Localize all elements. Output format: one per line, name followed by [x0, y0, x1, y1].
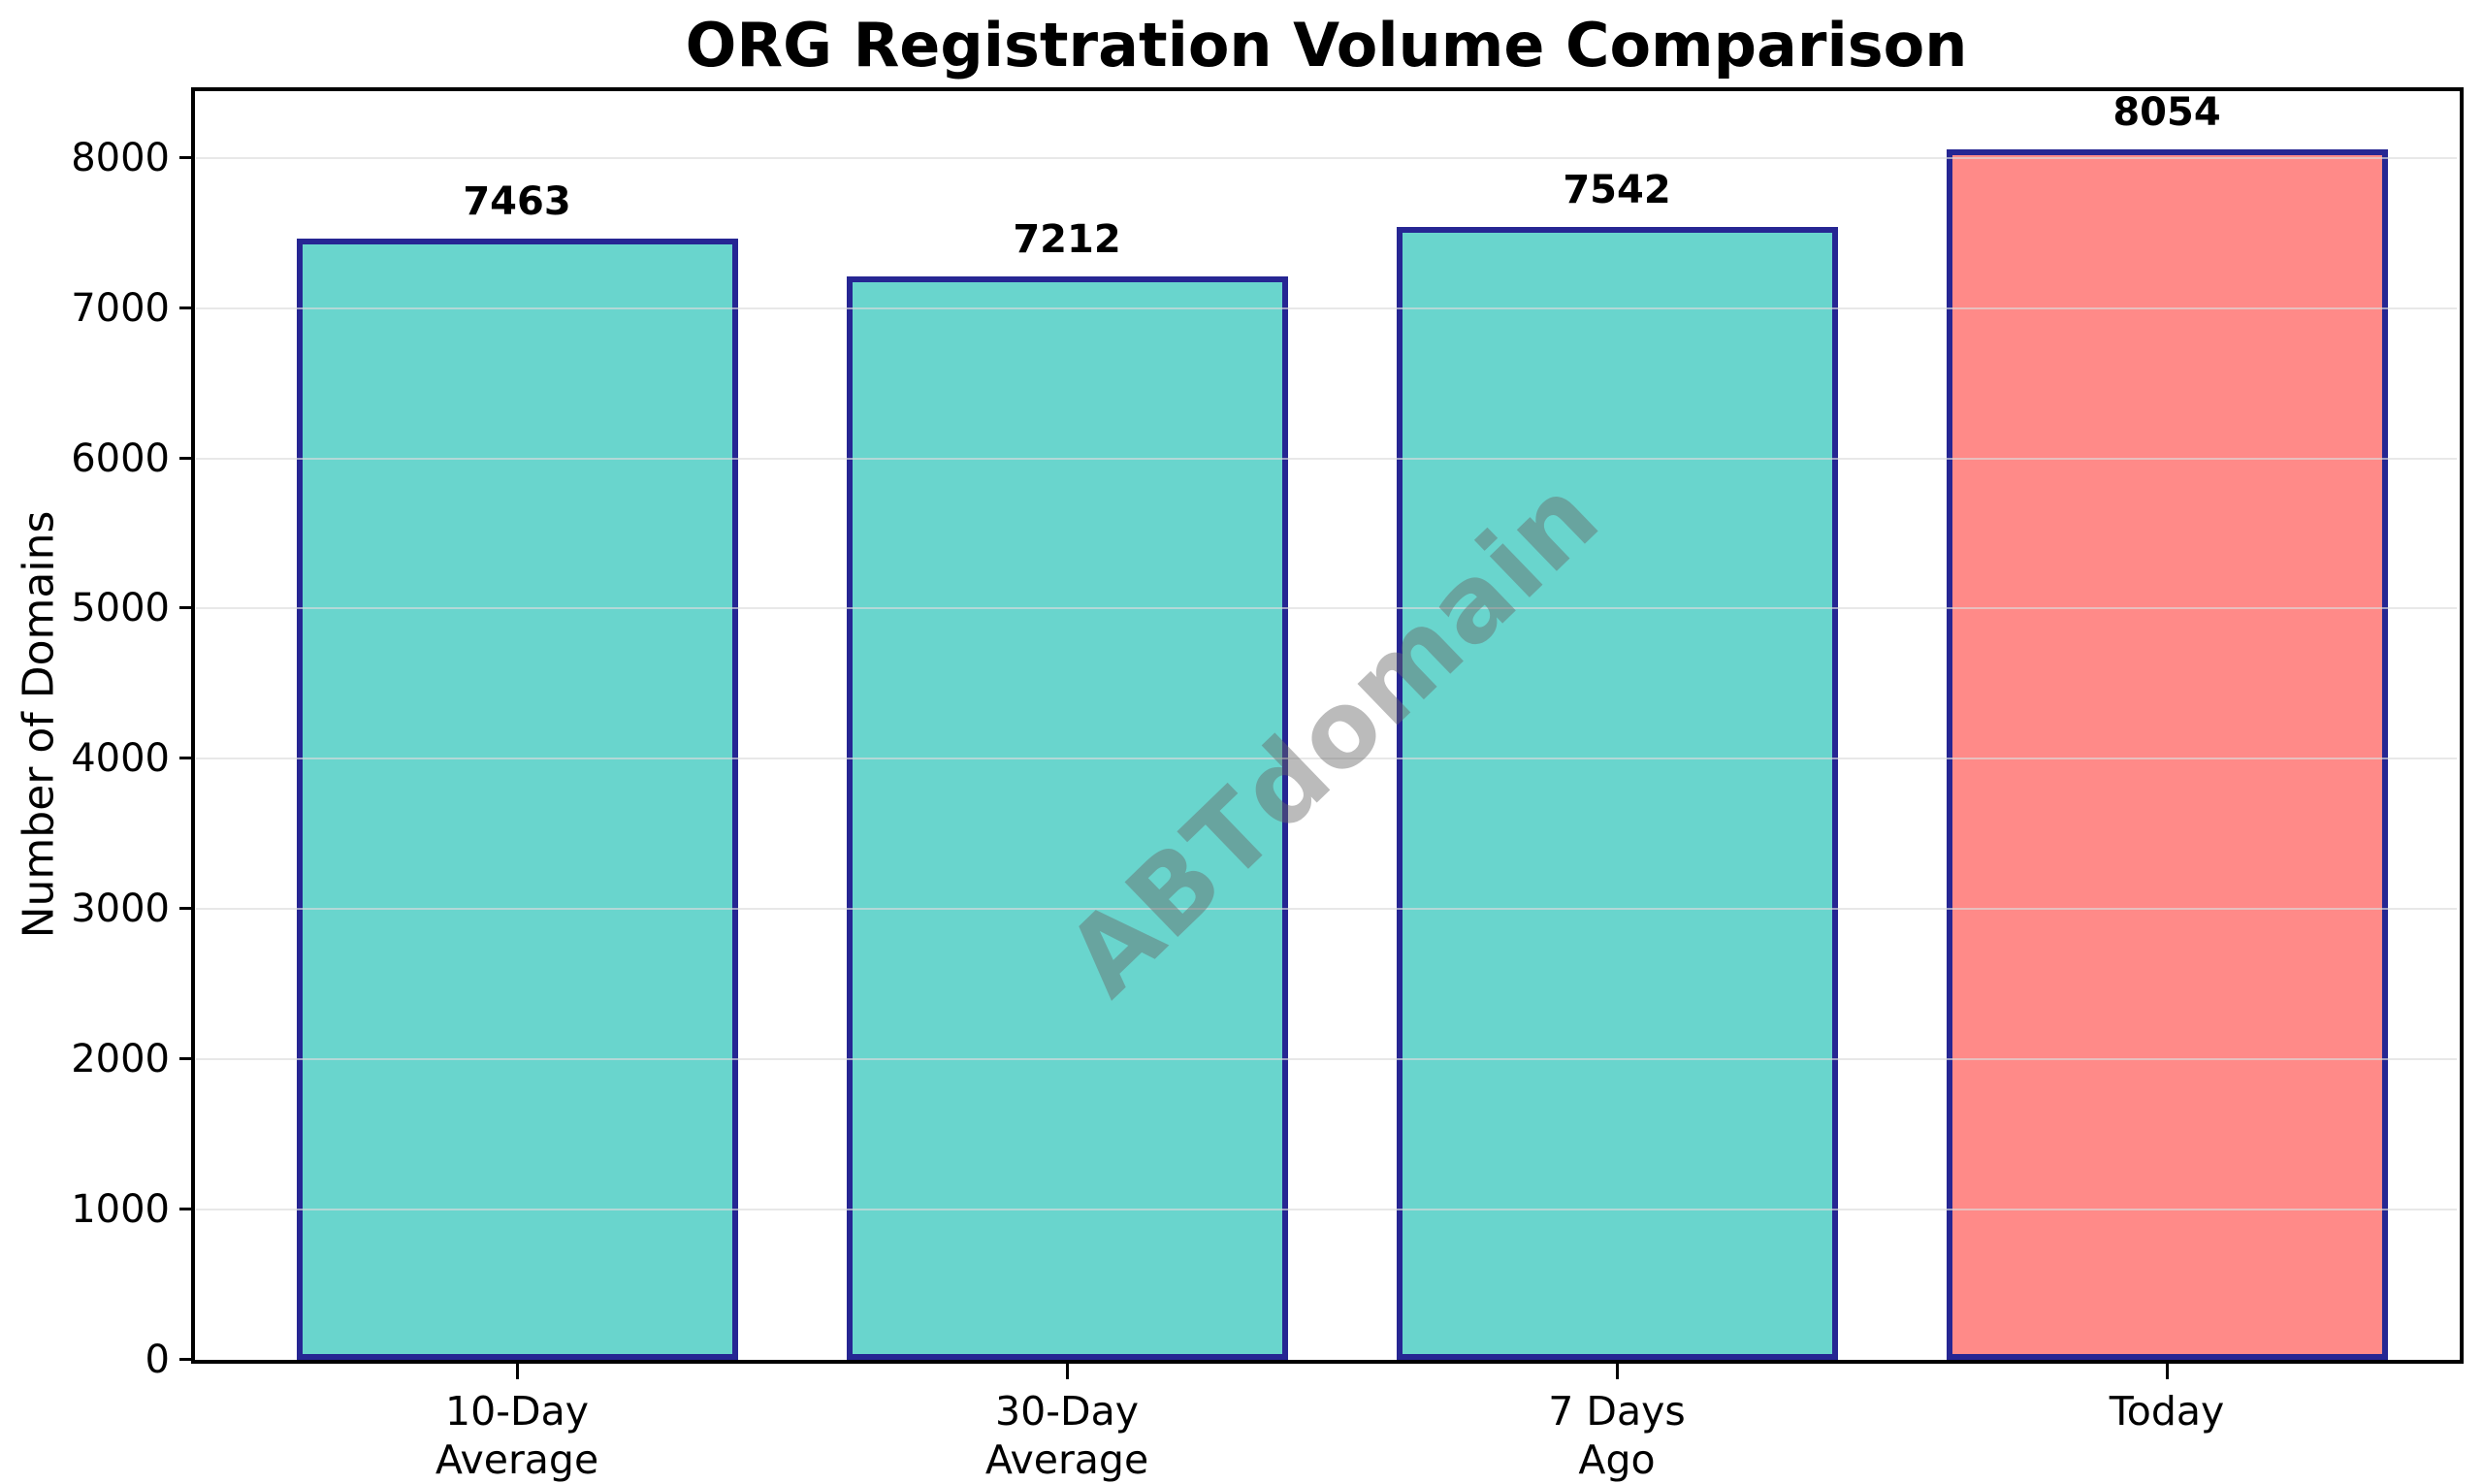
bar-value-label: 7463: [463, 179, 571, 224]
gridline: [196, 758, 2457, 759]
y-tick-label: 4000: [71, 736, 170, 781]
x-tick-label: 30-Day Average: [984, 1388, 1149, 1483]
y-tick-label: 7000: [71, 286, 170, 331]
gridline: [196, 157, 2457, 159]
y-tick-mark: [179, 1057, 193, 1060]
gridline: [196, 908, 2457, 910]
bar: [296, 239, 738, 1360]
y-tick-label: 1000: [71, 1187, 170, 1232]
y-tick-mark: [179, 156, 193, 159]
y-tick-label: 3000: [71, 887, 170, 931]
gridline: [196, 458, 2457, 460]
x-tick-label: 7 Days Ago: [1548, 1388, 1686, 1483]
y-tick-mark: [179, 457, 193, 460]
gridline: [196, 307, 2457, 309]
gridline: [196, 1058, 2457, 1060]
y-tick-label: 0: [145, 1338, 170, 1382]
x-tick-mark: [2166, 1364, 2169, 1379]
y-tick-mark: [179, 1208, 193, 1210]
y-axis-label: Number of Domains: [14, 510, 64, 939]
x-tick-mark: [516, 1364, 519, 1379]
bar-value-label: 8054: [2112, 90, 2221, 135]
gridline: [196, 607, 2457, 609]
y-tick-mark: [179, 306, 193, 309]
chart-title: ORG Registration Volume Comparison: [685, 10, 1968, 81]
y-tick-label: 5000: [71, 586, 170, 630]
x-tick-mark: [1066, 1364, 1069, 1379]
bar: [1396, 227, 1838, 1360]
bar-value-label: 7212: [1013, 217, 1121, 262]
x-tick-label: Today: [2109, 1388, 2225, 1435]
x-tick-label: 10-Day Average: [435, 1388, 599, 1483]
x-tick-mark: [1616, 1364, 1619, 1379]
bar: [1946, 149, 2388, 1360]
y-tick-mark: [179, 907, 193, 910]
y-tick-label: 2000: [71, 1037, 170, 1081]
y-tick-label: 8000: [71, 136, 170, 180]
y-tick-mark: [179, 1358, 193, 1361]
bar-value-label: 7542: [1563, 168, 1671, 212]
y-tick-mark: [179, 606, 193, 609]
bar: [846, 276, 1288, 1360]
y-tick-mark: [179, 757, 193, 759]
y-tick-label: 6000: [71, 436, 170, 481]
gridline: [196, 1209, 2457, 1210]
